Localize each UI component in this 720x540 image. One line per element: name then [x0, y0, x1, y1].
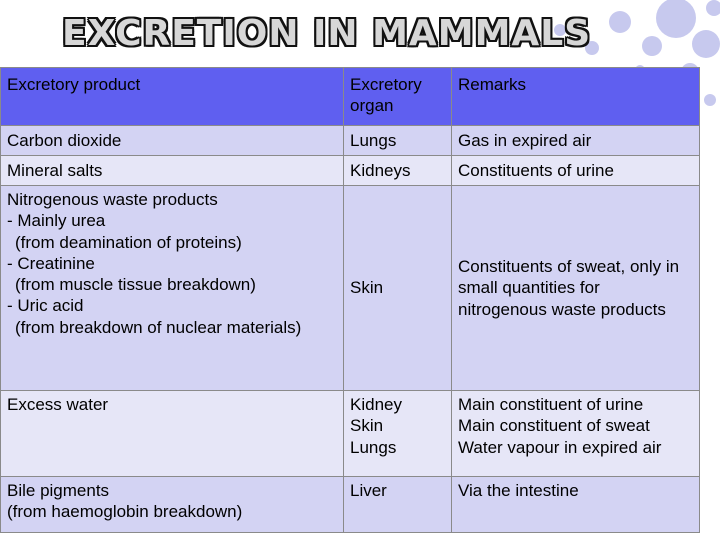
remarks-cell: Gas in expired air: [451, 125, 700, 156]
remarks-cell: Via the intestine: [451, 476, 700, 533]
page-title: EXCRETION IN MAMMALS: [62, 13, 592, 54]
organ-cell: Liver: [343, 476, 452, 533]
organ-line: Kidney: [350, 395, 402, 414]
product-cell: Mineral salts: [0, 155, 344, 186]
product-line: (from deamination of proteins): [15, 232, 242, 252]
table-row: Nitrogenous waste products - Mainly urea…: [0, 185, 700, 391]
excretion-table: Excretory product Excretory organ Remark…: [0, 67, 700, 533]
remarks-cell: Main constituent of urine Main constitue…: [451, 390, 700, 477]
table-row: Mineral salts Kidneys Constituents of ur…: [0, 155, 700, 186]
product-cell: Carbon dioxide: [0, 125, 344, 156]
product-line: (from muscle tissue breakdown): [15, 275, 256, 294]
product-line: - Creatinine: [7, 253, 95, 273]
organ-cell: Lungs: [343, 125, 452, 156]
header-remarks: Remarks: [451, 67, 700, 126]
organ-cell: Kidneys: [343, 155, 452, 186]
organ-line: Skin: [350, 416, 384, 436]
remarks-cell: Constituents of urine: [451, 155, 700, 186]
product-line: Nitrogenous waste products: [7, 190, 218, 209]
header-product: Excretory product: [0, 67, 344, 126]
product-cell: Excess water: [0, 390, 344, 477]
header-organ: Excretory organ: [343, 67, 452, 126]
product-line: - Mainly urea: [7, 211, 106, 231]
remarks-line: Main constituent of sweat: [458, 416, 650, 436]
product-cell: Nitrogenous waste products - Mainly urea…: [0, 185, 344, 391]
remarks-cell: Constituents of sweat, only in small qua…: [451, 185, 700, 391]
product-line: - Uric acid: [7, 296, 84, 316]
table-row: Carbon dioxide Lungs Gas in expired air: [0, 125, 700, 156]
product-line: (from breakdown of nuclear materials): [15, 317, 302, 337]
remarks-line: Main constituent of urine: [458, 395, 644, 414]
product-line: Bile pigments: [7, 481, 110, 500]
organ-line: Lungs: [350, 437, 397, 457]
organ-cell: Skin: [343, 185, 452, 391]
organ-cell: Kidney Skin Lungs: [343, 390, 452, 477]
remarks-line: Water vapour in expired air: [458, 437, 662, 457]
table-row: Bile pigments (from haemoglobin breakdow…: [0, 476, 700, 533]
product-line: (from haemoglobin breakdown): [7, 502, 243, 522]
table-header-row: Excretory product Excretory organ Remark…: [0, 67, 700, 126]
table-row: Excess water Kidney Skin Lungs Main cons…: [0, 390, 700, 477]
product-cell: Bile pigments (from haemoglobin breakdow…: [0, 476, 344, 533]
